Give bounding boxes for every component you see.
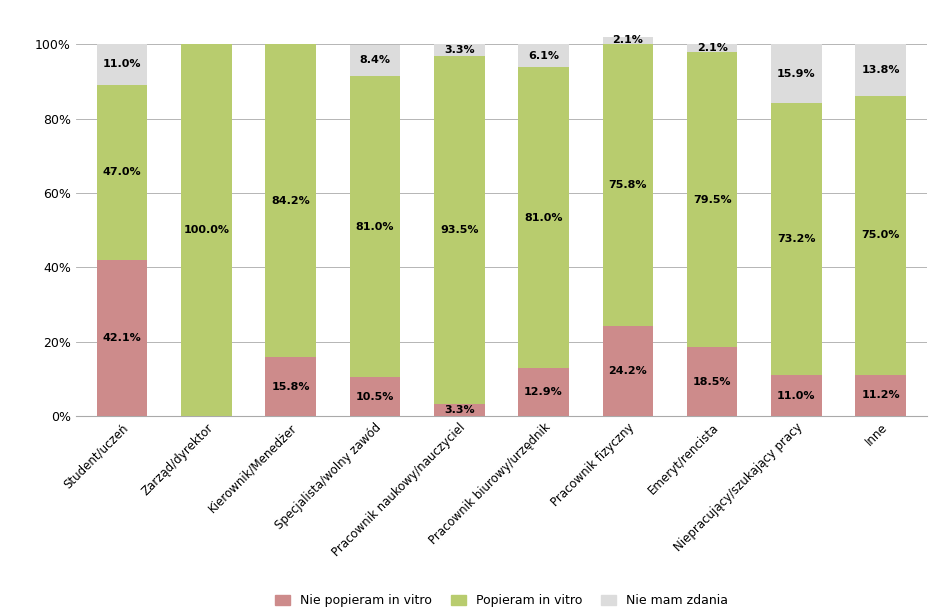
Bar bbox=[687, 52, 738, 348]
Bar bbox=[603, 37, 653, 45]
Text: 73.2%: 73.2% bbox=[778, 234, 815, 244]
Text: 2.1%: 2.1% bbox=[696, 43, 727, 53]
Bar bbox=[181, 45, 232, 416]
Text: 75.8%: 75.8% bbox=[608, 181, 647, 190]
Text: 81.0%: 81.0% bbox=[524, 212, 563, 223]
Bar bbox=[265, 357, 316, 416]
Bar bbox=[434, 44, 484, 56]
Bar bbox=[771, 44, 822, 103]
Text: 11.2%: 11.2% bbox=[862, 390, 900, 400]
Bar bbox=[518, 368, 569, 416]
Bar bbox=[855, 45, 906, 95]
Bar bbox=[434, 56, 484, 404]
Bar bbox=[96, 85, 148, 259]
Bar bbox=[603, 45, 653, 326]
Text: 100.0%: 100.0% bbox=[184, 225, 229, 235]
Bar bbox=[518, 45, 569, 67]
Bar bbox=[434, 404, 484, 416]
Text: 18.5%: 18.5% bbox=[692, 377, 731, 387]
Text: 11.0%: 11.0% bbox=[778, 390, 815, 401]
Text: 15.9%: 15.9% bbox=[777, 69, 815, 78]
Text: 6.1%: 6.1% bbox=[528, 51, 559, 61]
Bar bbox=[855, 375, 906, 416]
Text: 75.0%: 75.0% bbox=[862, 230, 900, 240]
Bar bbox=[603, 326, 653, 416]
Bar bbox=[687, 348, 738, 416]
Text: 3.3%: 3.3% bbox=[444, 405, 475, 415]
Text: 8.4%: 8.4% bbox=[359, 55, 391, 65]
Bar bbox=[350, 45, 400, 76]
Legend: Nie popieram in vitro, Popieram in vitro, Nie mam zdania: Nie popieram in vitro, Popieram in vitro… bbox=[270, 589, 733, 612]
Bar bbox=[855, 95, 906, 375]
Bar bbox=[96, 44, 148, 85]
Text: 10.5%: 10.5% bbox=[356, 392, 394, 401]
Text: 11.0%: 11.0% bbox=[103, 59, 141, 69]
Bar bbox=[265, 45, 316, 357]
Text: 47.0%: 47.0% bbox=[103, 167, 141, 177]
Bar bbox=[96, 259, 148, 416]
Text: 24.2%: 24.2% bbox=[608, 366, 647, 376]
Bar bbox=[350, 76, 400, 377]
Bar bbox=[687, 44, 738, 52]
Bar bbox=[771, 103, 822, 375]
Text: 3.3%: 3.3% bbox=[444, 45, 475, 55]
Text: 13.8%: 13.8% bbox=[862, 65, 900, 75]
Text: 93.5%: 93.5% bbox=[440, 225, 479, 235]
Text: 81.0%: 81.0% bbox=[356, 222, 394, 231]
Text: 79.5%: 79.5% bbox=[692, 195, 731, 204]
Text: 12.9%: 12.9% bbox=[524, 387, 563, 397]
Text: 84.2%: 84.2% bbox=[272, 196, 310, 206]
Text: 15.8%: 15.8% bbox=[272, 382, 310, 392]
Text: 42.1%: 42.1% bbox=[103, 333, 141, 343]
Text: 2.1%: 2.1% bbox=[612, 35, 643, 45]
Bar bbox=[771, 375, 822, 416]
Bar bbox=[350, 377, 400, 416]
Bar bbox=[518, 67, 569, 368]
